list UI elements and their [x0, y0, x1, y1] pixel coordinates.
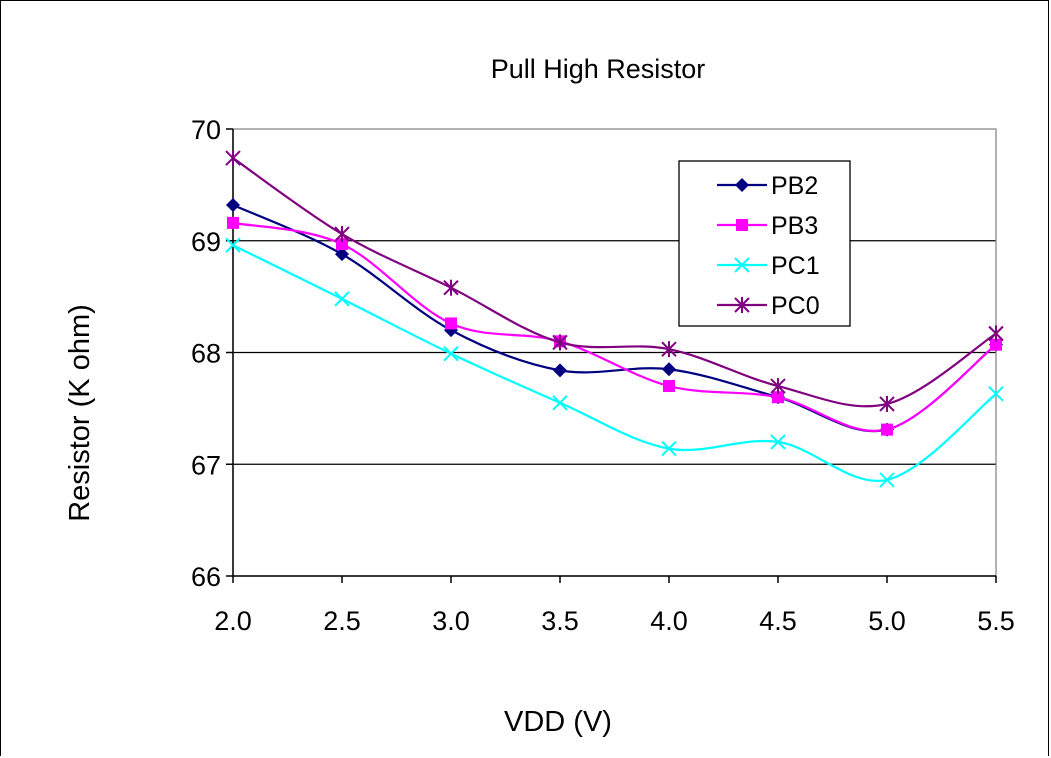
legend-item-pb2: PB2: [717, 172, 818, 200]
data-point-pc1: [334, 291, 350, 307]
x-axis: 2.0 2.5 3.0 3.5 4.0 4.5 5.0 5.5: [214, 575, 1015, 636]
x-axis-label: VDD (V): [504, 706, 612, 738]
y-axis: 66 67 68 69 70: [191, 115, 234, 592]
legend-label-pb3: PB3: [771, 212, 818, 240]
data-point-pc1: [879, 472, 895, 488]
legend-marker-pc1: [734, 257, 750, 273]
y-axis-label: Resistor (K ohm): [64, 304, 96, 522]
data-point-pc1: [661, 440, 677, 457]
grid-lines: [233, 240, 996, 465]
series-line-pb3: [232, 221, 997, 433]
data-point-pc0: [334, 226, 350, 243]
data-point-pc0: [988, 325, 1004, 342]
y-tick-label: 70: [191, 115, 221, 145]
data-point-pb3: [772, 391, 784, 404]
legend-label-pb2: PB2: [771, 172, 818, 200]
legend-label-pc1: PC1: [771, 252, 820, 280]
data-point-pb3: [881, 423, 893, 436]
data-point-pb3: [663, 380, 675, 393]
data-point-pc1: [988, 386, 1004, 402]
data-point-pc0: [661, 341, 677, 358]
y-tick-label: 68: [191, 339, 221, 369]
series-group: [225, 150, 1004, 488]
data-point-pb2: [553, 363, 567, 378]
data-point-pc0: [552, 334, 568, 351]
legend-item-pb3: PB3: [717, 212, 818, 240]
data-point-pb3: [445, 317, 457, 330]
data-point-pc1: [225, 237, 241, 253]
data-point-pc1: [770, 434, 786, 450]
legend-marker-pb2: [735, 178, 749, 192]
legend: PB2 PB3 PC1 PC0: [678, 160, 851, 327]
data-point-pc0: [443, 279, 459, 296]
series-pc0: [225, 150, 1004, 412]
y-tick-label: 67: [191, 450, 221, 480]
data-point-pc0: [225, 150, 241, 167]
x-tick-label: 4.5: [759, 606, 797, 636]
data-point-pc1: [443, 345, 459, 362]
data-point-pb3: [990, 338, 1002, 351]
legend-marker-pb3: [736, 219, 748, 231]
y-tick-label: 66: [191, 562, 221, 592]
x-tick-label: 5.0: [868, 606, 906, 636]
x-tick-label: 4.0: [650, 606, 688, 636]
data-point-pb2: [226, 197, 240, 212]
series-line-pc0: [232, 157, 997, 408]
y-tick-label: 69: [191, 227, 221, 257]
data-point-pc0: [879, 395, 895, 412]
legend-item-pc1: PC1: [717, 252, 820, 280]
legend-marker-pc0: [734, 297, 750, 313]
data-point-pb3: [336, 238, 348, 251]
legend-item-pc0: PC0: [717, 292, 820, 320]
x-tick-label: 2.5: [323, 606, 361, 636]
data-point-pc0: [770, 378, 786, 395]
x-tick-label: 3.5: [541, 606, 579, 636]
x-tick-label: 3.0: [432, 606, 470, 636]
x-tick-label: 5.5: [977, 606, 1015, 636]
data-point-pb2: [662, 362, 676, 377]
series-pc1: [225, 237, 1004, 488]
legend-label-pc0: PC0: [771, 292, 820, 320]
data-point-pb2: [335, 247, 349, 262]
legend-box: [678, 160, 851, 327]
data-point-pc1: [552, 395, 568, 411]
x-tick-label: 2.0: [214, 606, 252, 636]
chart-title: Pull High Resistor: [491, 54, 706, 84]
data-point-pb3: [227, 216, 239, 229]
